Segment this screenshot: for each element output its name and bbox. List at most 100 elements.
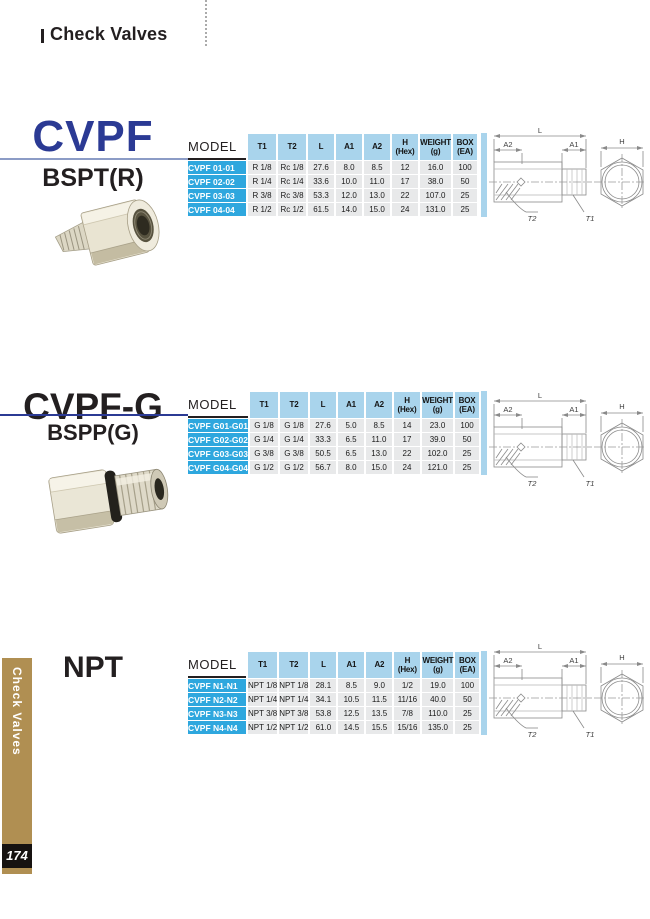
spec-value-cell: 11.0	[364, 175, 390, 188]
table-row: CVPF 02-02 R 1/4 Rc 1/4 33.6 10.0 11.0 17 38.0 5…	[188, 175, 477, 188]
column-header: A2	[366, 392, 392, 418]
model-cell: CVPF N1-N1	[188, 679, 246, 692]
spec-value-cell: 8.0	[336, 161, 362, 174]
page-title: Check Valves	[50, 24, 168, 44]
table-row: CVPF 01-01 R 1/8 Rc 1/8 27.6 8.0 8.5 12 16.0 100	[188, 161, 477, 174]
spec-value-cell: 53.3	[308, 189, 334, 202]
dim-label-a1: A1	[569, 140, 578, 149]
sidebar-tab: Check Valves 174	[2, 658, 32, 874]
spec-value-cell: 11.5	[366, 693, 393, 706]
model-cell: CVPF N3-N3	[188, 707, 246, 720]
thread-label-t1: T1	[586, 730, 595, 739]
spec-value-cell: G 1/2	[250, 461, 278, 474]
dimension-drawing-svg: L A2 A1 T2 T1 H	[489, 126, 650, 223]
spec-value-cell: G 1/8	[280, 419, 308, 432]
column-header: T1	[248, 134, 276, 160]
spec-value-cell: NPT 1/8	[248, 679, 278, 692]
page-number-badge: 174	[2, 844, 32, 868]
spec-table-wrap: MODEL T1 T2 L A1 A2 H (Hex) WEIGHT (g) BOX (EA)…	[186, 391, 487, 475]
spec-value-cell: 17	[392, 175, 418, 188]
column-header: WEIGHT (g)	[422, 392, 453, 418]
spec-value-cell: 22	[392, 189, 418, 202]
table-end-bar	[481, 651, 487, 735]
spec-value-cell: 50.5	[310, 447, 336, 460]
spec-value-cell: Rc 1/2	[278, 203, 306, 216]
column-header: A1	[336, 134, 362, 160]
table-end-bar	[481, 133, 487, 217]
spec-table-wrap: MODEL T1 T2 L A1 A2 H (Hex) WEIGHT (g) BOX (EA)…	[186, 651, 487, 735]
spec-value-cell: R 1/4	[248, 175, 276, 188]
table-row: CVPF 03-03 R 3/8 Rc 3/8 53.3 12.0 13.0 22 107.0…	[188, 189, 477, 202]
column-header: A2	[364, 134, 390, 160]
spec-value-cell: 11.0	[366, 433, 392, 446]
spec-value-cell: 19.0	[422, 679, 454, 692]
model-cell: CVPF G02-G02	[188, 433, 248, 446]
spec-table: MODEL T1 T2 L A1 A2 H (Hex) WEIGHT (g) BOX (EA)…	[186, 651, 481, 735]
column-header: WEIGHT (g)	[420, 134, 451, 160]
series-title: NPT	[63, 651, 123, 684]
spec-value-cell: G 3/8	[250, 447, 278, 460]
spec-value-cell: 135.0	[422, 721, 454, 734]
spec-value-cell: 8.5	[366, 419, 392, 432]
spec-value-cell: 27.6	[310, 419, 336, 432]
spec-value-cell: 8.0	[338, 461, 364, 474]
thread-label-t2: T2	[528, 214, 538, 223]
spec-value-cell: 15.0	[366, 461, 392, 474]
spec-value-cell: NPT 1/4	[248, 693, 278, 706]
series-title: CVPF	[32, 112, 154, 161]
spec-value-cell: 22	[394, 447, 420, 460]
spec-value-cell: 121.0	[422, 461, 453, 474]
product-photo-svg	[48, 468, 169, 534]
column-header: WEIGHT (g)	[422, 652, 453, 678]
product-section: NPT MODEL T1 T2 L A1 A2 H (Hex) WEIGHT (g) BOX …	[0, 640, 650, 805]
spec-value-cell: R 1/2	[248, 203, 276, 216]
column-header: T1	[250, 392, 278, 418]
spec-value-cell: NPT 1/8	[279, 679, 309, 692]
spec-value-cell: 131.0	[420, 203, 451, 216]
dim-label-a2: A2	[503, 656, 512, 665]
spec-value-cell: 12.0	[336, 189, 362, 202]
dim-label-l: L	[538, 391, 542, 400]
spec-value-cell: 25	[455, 461, 479, 474]
spec-table: MODEL T1 T2 L A1 A2 H (Hex) WEIGHT (g) BOX (EA)…	[186, 391, 481, 475]
spec-value-cell: 13.0	[366, 447, 392, 460]
spec-value-cell: 13.5	[366, 707, 393, 720]
spec-value-cell: G 1/8	[250, 419, 278, 432]
spec-table-wrap: MODEL T1 T2 L A1 A2 H (Hex) WEIGHT (g) BOX (EA)…	[186, 133, 487, 217]
model-cell: CVPF N2-N2	[188, 693, 246, 706]
spec-value-cell: 24	[392, 203, 418, 216]
spec-value-cell: 13.0	[364, 189, 390, 202]
table-row: CVPF N1-N1 NPT 1/8 NPT 1/8 28.1 8.5 9.0 1/2 19.…	[188, 679, 480, 692]
spec-value-cell: 25	[455, 707, 480, 720]
model-cell: CVPF 03-03	[188, 189, 246, 202]
dim-label-a2: A2	[503, 140, 512, 149]
spec-value-cell: R 3/8	[248, 189, 276, 202]
spec-value-cell: 9.0	[366, 679, 393, 692]
title-rule	[0, 414, 188, 416]
spec-value-cell: NPT 3/8	[248, 707, 278, 720]
column-header: T2	[278, 134, 306, 160]
column-header: H (Hex)	[392, 134, 418, 160]
thread-label-t2: T2	[528, 730, 538, 739]
spec-table: MODEL T1 T2 L A1 A2 H (Hex) WEIGHT (g) BOX (EA)…	[186, 133, 479, 217]
product-photo	[52, 192, 182, 277]
dim-label-a1: A1	[569, 656, 578, 665]
spec-value-cell: NPT 1/2	[279, 721, 309, 734]
table-row: CVPF G04-G04 G 1/2 G 1/2 56.7 8.0 15.0 24 121.0…	[188, 461, 479, 474]
dimension-drawing: L A2 A1 T2 T1 H	[488, 122, 650, 234]
model-cell: CVPF 04-04	[188, 203, 246, 216]
dimension-drawing: L A2 A1 T2 T1 H	[488, 638, 650, 750]
spec-value-cell: 6.5	[338, 433, 364, 446]
column-header: A1	[338, 652, 365, 678]
model-cell: CVPF G04-G04	[188, 461, 248, 474]
model-cell: CVPF G01-G01	[188, 419, 248, 432]
spec-value-cell: 33.3	[310, 433, 336, 446]
end-view	[594, 146, 650, 210]
table-row: CVPF G02-G02 G 1/4 G 1/4 33.3 6.5 11.0 17 39.0 5…	[188, 433, 479, 446]
model-column-header: MODEL	[188, 652, 246, 678]
table-row: CVPF N2-N2 NPT 1/4 NPT 1/4 34.1 10.5 11.5 11/1…	[188, 693, 480, 706]
dim-label-h: H	[619, 137, 624, 146]
table-row: CVPF 04-04 R 1/2 Rc 1/2 61.5 14.0 15.0 24 131.0…	[188, 203, 477, 216]
spec-value-cell: R 1/8	[248, 161, 276, 174]
spec-value-cell: NPT 3/8	[279, 707, 309, 720]
